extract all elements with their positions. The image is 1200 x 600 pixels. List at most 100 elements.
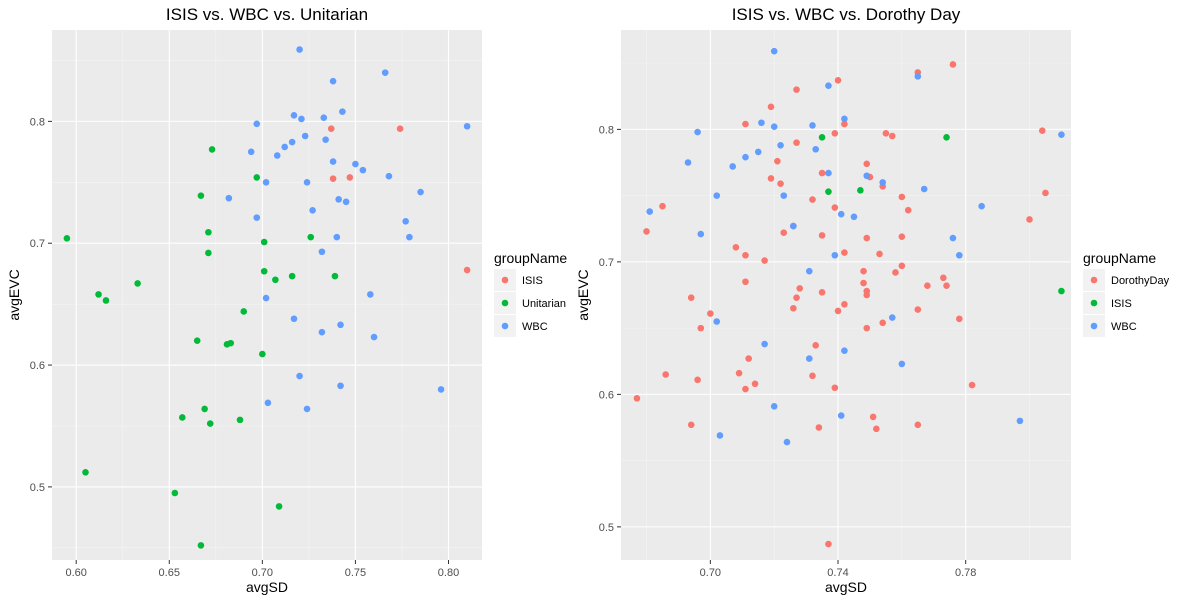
x-axis-title: avgSD [825, 579, 867, 595]
legend-title: groupName [1083, 250, 1156, 266]
data-point-unitarian [259, 350, 266, 358]
data-point-wbc [825, 169, 832, 177]
data-point-dorothyday [860, 279, 867, 287]
data-point-unitarian [102, 297, 110, 304]
data-point-dorothyday [1026, 216, 1033, 223]
data-point-wbc [879, 179, 887, 186]
legend-key-point [1090, 299, 1098, 307]
data-point-dorothyday [892, 269, 899, 276]
data-point-wbc [262, 294, 270, 302]
data-point-wbc [337, 382, 344, 390]
x-tick-label: 0.75 [345, 567, 366, 579]
y-tick-label: 0.8 [30, 116, 45, 128]
data-point-wbc [697, 230, 705, 238]
data-point-wbc [805, 355, 813, 362]
data-point-unitarian [227, 339, 235, 347]
data-point-dorothyday [879, 319, 887, 327]
data-point-dorothyday [831, 384, 839, 392]
data-point-dorothyday [834, 307, 842, 315]
data-point-isis [346, 174, 354, 181]
data-point-wbc [342, 198, 350, 206]
data-point-dorothyday [694, 376, 701, 384]
data-point-dorothyday [834, 77, 842, 84]
chart-panel-2: 0.70 0.74 0.78 0.5 0.6 0.7 0.8 ISIS vs. WBC vs.… [575, 5, 1170, 595]
data-point-dorothyday [767, 175, 775, 182]
data-point-wbc [437, 386, 445, 393]
data-point-wbc [812, 145, 819, 153]
data-point-isis [818, 134, 826, 141]
data-point-wbc [898, 360, 906, 368]
data-point-dorothyday [687, 294, 695, 301]
data-point-dorothyday [777, 180, 784, 187]
legend-key-point [501, 299, 509, 307]
data-point-wbc [713, 318, 721, 325]
data-point-unitarian [179, 414, 186, 421]
data-point-dorothyday [863, 160, 871, 168]
y-tick-label: 0.5 [30, 482, 45, 494]
data-point-unitarian [82, 468, 89, 476]
data-point-wbc [309, 207, 316, 214]
x-tick-label: 0.70 [700, 567, 721, 579]
data-point-isis [943, 134, 950, 141]
data-point-dorothyday [742, 385, 749, 393]
data-point-dorothyday [873, 425, 880, 433]
data-point-wbc [318, 248, 326, 256]
data-point-wbc [296, 46, 303, 53]
data-point-wbc [359, 166, 367, 174]
legend: groupName ISIS Unitarian WBC [494, 250, 567, 337]
data-point-unitarian [171, 489, 179, 497]
data-point-isis [857, 187, 864, 194]
data-point-unitarian [253, 174, 261, 181]
data-point-wbc [729, 163, 737, 170]
data-point-unitarian [260, 238, 268, 246]
data-point-dorothyday [869, 413, 877, 421]
data-point-wbc [754, 148, 762, 156]
data-point-dorothyday [924, 282, 931, 290]
data-point-isis [327, 125, 335, 132]
legend-label-dorothyday: DorothyDay [1111, 275, 1170, 287]
data-point-wbc [296, 372, 303, 380]
data-point-wbc [850, 213, 858, 221]
data-point-dorothyday [914, 306, 922, 313]
data-point-dorothyday [968, 381, 976, 389]
data-point-dorothyday [742, 278, 749, 286]
data-point-wbc [370, 333, 378, 341]
data-point-wbc [329, 77, 337, 85]
data-point-unitarian [208, 146, 216, 153]
data-point-wbc [253, 214, 261, 221]
data-point-wbc [841, 115, 848, 123]
data-point-isis [329, 175, 337, 182]
data-point-wbc [264, 399, 272, 407]
data-point-dorothyday [898, 233, 906, 240]
data-point-wbc [225, 194, 233, 202]
data-point-wbc [825, 82, 832, 89]
data-point-dorothyday [809, 372, 816, 380]
data-point-dorothyday [742, 120, 749, 128]
data-point-dorothyday [732, 244, 740, 251]
data-point-wbc [694, 128, 701, 136]
data-point-dorothyday [687, 421, 695, 429]
data-point-dorothyday [898, 262, 906, 270]
data-point-dorothyday [793, 86, 800, 93]
data-point-wbc [303, 178, 311, 186]
legend-key-point [501, 322, 509, 330]
data-point-dorothyday [863, 287, 871, 295]
data-point-wbc [339, 108, 346, 115]
data-point-wbc [770, 47, 778, 55]
data-point-wbc [783, 438, 791, 446]
data-point-wbc [406, 233, 413, 241]
data-point-unitarian [331, 272, 339, 280]
data-point-dorothyday [812, 342, 819, 349]
data-point-wbc [837, 412, 845, 419]
data-point-dorothyday [882, 130, 890, 137]
data-point-wbc [301, 132, 309, 140]
data-point-wbc [684, 159, 692, 166]
y-tick-label: 0.7 [30, 238, 45, 250]
data-point-wbc [281, 143, 288, 151]
data-point-wbc [298, 115, 305, 123]
data-point-dorothyday [662, 371, 669, 378]
data-point-wbc [322, 136, 329, 143]
data-points [633, 47, 1065, 548]
legend: groupName DorothyDay ISIS WBC [1083, 250, 1170, 337]
